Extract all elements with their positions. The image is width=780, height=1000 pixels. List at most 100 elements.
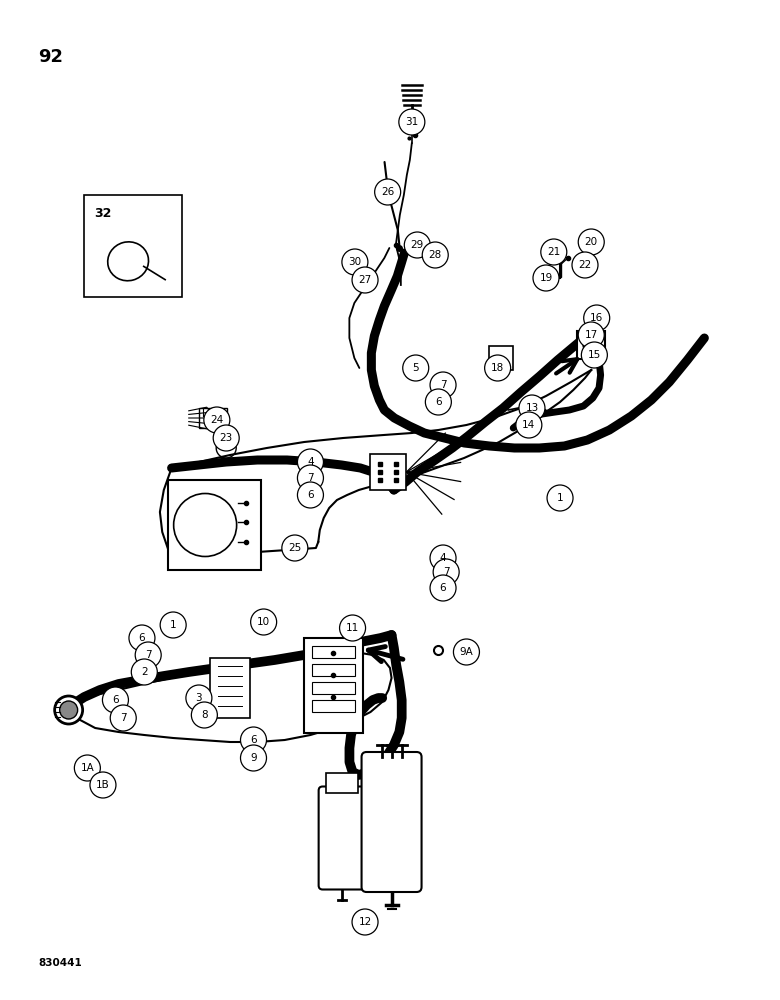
Text: 29: 29 — [411, 240, 424, 250]
Text: 15: 15 — [588, 350, 601, 360]
Circle shape — [282, 535, 308, 561]
Circle shape — [547, 485, 573, 511]
Text: 26: 26 — [381, 187, 394, 197]
Circle shape — [129, 625, 155, 651]
Bar — [370, 454, 406, 490]
Circle shape — [430, 575, 456, 601]
Text: 1B: 1B — [96, 780, 110, 790]
Text: 6: 6 — [307, 490, 314, 500]
Text: 6: 6 — [139, 633, 145, 643]
Circle shape — [541, 239, 567, 265]
Bar — [312, 646, 355, 658]
Text: 6: 6 — [435, 397, 441, 407]
Circle shape — [297, 449, 324, 475]
Text: 14: 14 — [523, 420, 535, 430]
Circle shape — [399, 109, 425, 135]
Bar — [84, 195, 182, 297]
Text: 28: 28 — [429, 250, 441, 260]
Circle shape — [102, 687, 129, 713]
Circle shape — [352, 267, 378, 293]
Bar — [549, 253, 562, 277]
Bar — [312, 664, 355, 676]
Text: 3: 3 — [196, 693, 202, 703]
Circle shape — [131, 659, 158, 685]
Circle shape — [135, 642, 161, 668]
Circle shape — [191, 702, 218, 728]
Circle shape — [578, 229, 604, 255]
Circle shape — [578, 322, 604, 348]
Bar — [312, 700, 355, 712]
Circle shape — [59, 701, 78, 719]
Circle shape — [213, 425, 239, 451]
Text: 92: 92 — [38, 48, 63, 66]
Circle shape — [433, 559, 459, 585]
Text: 32: 32 — [94, 207, 112, 220]
Text: 7: 7 — [145, 650, 151, 660]
Circle shape — [484, 355, 511, 381]
Circle shape — [204, 407, 230, 433]
Circle shape — [581, 342, 608, 368]
Bar — [312, 682, 355, 694]
Circle shape — [404, 232, 431, 258]
Text: 4: 4 — [307, 457, 314, 467]
Text: 22: 22 — [579, 260, 591, 270]
Circle shape — [160, 612, 186, 638]
Circle shape — [583, 305, 610, 331]
Text: 23: 23 — [220, 433, 232, 443]
Circle shape — [90, 772, 116, 798]
Circle shape — [572, 252, 598, 278]
Text: 830441: 830441 — [38, 958, 82, 968]
Bar — [489, 346, 512, 370]
Text: 1: 1 — [557, 493, 563, 503]
Bar — [304, 638, 363, 733]
Text: 7: 7 — [443, 567, 449, 577]
Text: 7: 7 — [440, 380, 446, 390]
Circle shape — [453, 639, 480, 665]
Text: 18: 18 — [491, 363, 504, 373]
Circle shape — [240, 745, 267, 771]
Text: 25: 25 — [289, 543, 301, 553]
Text: 11: 11 — [346, 623, 359, 633]
Text: 31: 31 — [406, 117, 418, 127]
Text: 7: 7 — [307, 473, 314, 483]
Text: 9A: 9A — [459, 647, 473, 657]
Circle shape — [186, 685, 212, 711]
Circle shape — [297, 482, 324, 508]
Circle shape — [430, 372, 456, 398]
Circle shape — [422, 242, 448, 268]
Circle shape — [352, 909, 378, 935]
Text: 12: 12 — [359, 917, 371, 927]
Circle shape — [339, 615, 366, 641]
Text: 13: 13 — [526, 403, 538, 413]
Text: 20: 20 — [585, 237, 597, 247]
Text: 21: 21 — [548, 247, 560, 257]
Bar — [168, 480, 261, 570]
Text: 16: 16 — [590, 313, 603, 323]
Text: 8: 8 — [201, 710, 207, 720]
Circle shape — [342, 249, 368, 275]
FancyBboxPatch shape — [319, 786, 364, 890]
Text: 10: 10 — [257, 617, 270, 627]
Circle shape — [110, 705, 136, 731]
Text: 19: 19 — [540, 273, 552, 283]
Circle shape — [533, 265, 559, 291]
Circle shape — [430, 545, 456, 571]
Circle shape — [240, 727, 267, 753]
Circle shape — [374, 179, 401, 205]
Bar — [325, 772, 358, 792]
Text: 6: 6 — [112, 695, 119, 705]
Text: 9: 9 — [250, 753, 257, 763]
Circle shape — [425, 389, 452, 415]
Circle shape — [297, 465, 324, 491]
Bar — [577, 331, 605, 359]
Text: 4: 4 — [440, 553, 446, 563]
Circle shape — [250, 609, 277, 635]
Circle shape — [516, 412, 542, 438]
Text: 24: 24 — [211, 415, 223, 425]
Bar — [210, 658, 250, 718]
Text: 6: 6 — [440, 583, 446, 593]
Bar — [199, 408, 227, 428]
Text: 2: 2 — [141, 667, 147, 677]
Circle shape — [74, 755, 101, 781]
Text: 7: 7 — [120, 713, 126, 723]
